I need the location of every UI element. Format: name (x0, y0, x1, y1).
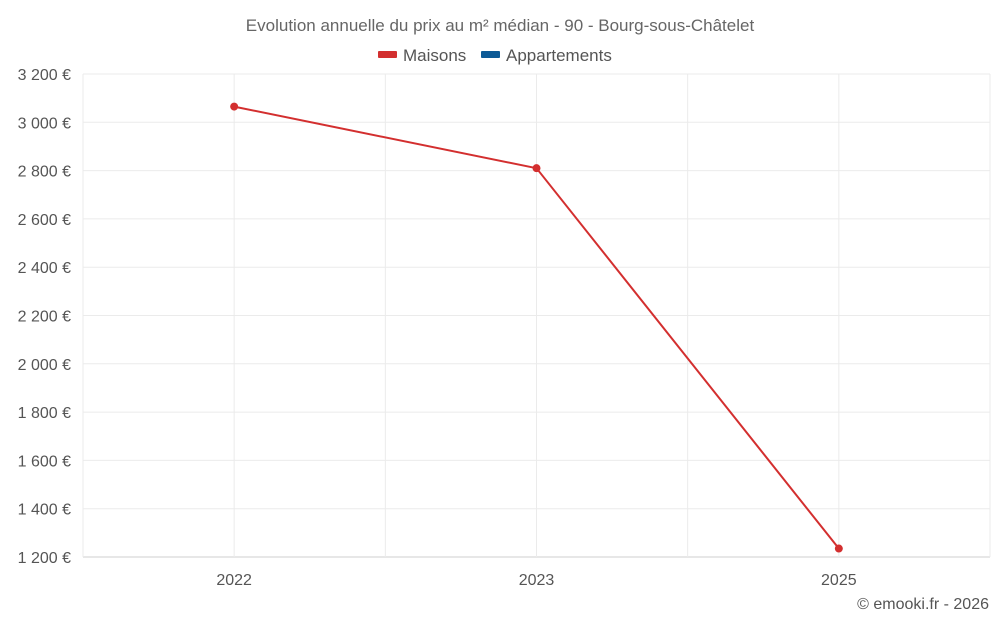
series-maisons (230, 102, 843, 553)
y-tick-label: 2 600 € (18, 212, 71, 229)
y-tick-label: 3 000 € (18, 115, 71, 132)
x-axis: 2022 2023 2025 (216, 572, 856, 589)
y-tick-label: 1 200 € (18, 550, 71, 567)
y-tick-label: 2 000 € (18, 357, 71, 374)
y-tick-label: 2 200 € (18, 309, 71, 326)
data-point-maisons-2023[interactable] (532, 164, 541, 173)
y-tick-label: 2 400 € (18, 260, 71, 277)
y-axis: 3 200 € 3 000 € 2 800 € 2 600 € 2 400 € 2 200… (18, 67, 71, 567)
credit-text: © emooki.fr - 2026 (857, 596, 989, 613)
chart-title: Evolution annuelle du prix au m² médian … (246, 16, 755, 35)
grid-lines (82, 73, 991, 558)
x-tick-label: 2022 (216, 572, 252, 589)
y-tick-label: 2 800 € (18, 164, 71, 181)
y-tick-label: 1 400 € (18, 502, 71, 519)
x-tick-label: 2025 (821, 572, 857, 589)
chart-legend: Maisons Appartements (378, 46, 612, 65)
data-point-maisons-2022[interactable] (230, 102, 239, 111)
legend-label-maisons[interactable]: Maisons (403, 46, 466, 65)
y-tick-label: 3 200 € (18, 67, 71, 84)
x-tick-label: 2023 (519, 572, 555, 589)
legend-swatch-maisons[interactable] (378, 51, 397, 58)
legend-label-appartements[interactable]: Appartements (506, 46, 612, 65)
legend-swatch-appartements[interactable] (481, 51, 500, 58)
y-tick-label: 1 800 € (18, 405, 71, 422)
data-point-maisons-2025[interactable] (834, 544, 843, 553)
y-tick-label: 1 600 € (18, 453, 71, 470)
